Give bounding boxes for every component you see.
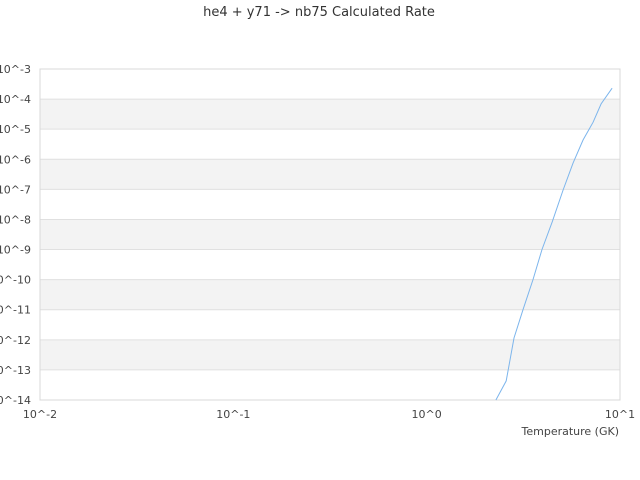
plot-area-border	[39, 68, 621, 401]
x-axis-label: Temperature (GK)	[521, 425, 620, 438]
y-tick-label: 10^-8	[0, 213, 31, 226]
x-tick-label: 10^-1	[216, 408, 250, 421]
y-tick-label: 10^-14	[0, 394, 31, 407]
y-tick-label: 10^-10	[0, 274, 31, 287]
plot-band	[40, 219, 620, 250]
x-axis-ticks: 10^-2 10^-1 10^0 10^1	[23, 408, 635, 421]
plot-band	[40, 279, 620, 310]
y-tick-label: 10^-9	[0, 244, 31, 257]
y-tick-label: 10^-3	[0, 63, 31, 76]
x-tick-label: 10^-2	[23, 408, 57, 421]
y-tick-label: 10^-4	[0, 93, 31, 106]
chart-title: he4 + y71 -> nb75 Calculated Rate	[203, 5, 435, 20]
series-line	[495, 87, 613, 401]
plot-band	[40, 339, 620, 370]
y-axis-ticks: 10^-3 10^-4 10^-5 10^-6 10^-7 10^-8 10^-9 10^-1…	[0, 63, 31, 407]
x-tick-label: 10^0	[412, 408, 442, 421]
x-tick-label: 10^1	[605, 408, 635, 421]
y-tick-label: 10^-6	[0, 153, 31, 166]
y-tick-label: 10^-5	[0, 123, 31, 136]
plot-band	[40, 99, 620, 130]
y-tick-label: 10^-12	[0, 334, 31, 347]
y-tick-label: 10^-11	[0, 304, 31, 317]
plot-bands	[40, 99, 620, 370]
y-tick-label: 10^-7	[0, 183, 31, 196]
y-tick-label: 10^-13	[0, 364, 31, 377]
plot-band	[40, 159, 620, 190]
